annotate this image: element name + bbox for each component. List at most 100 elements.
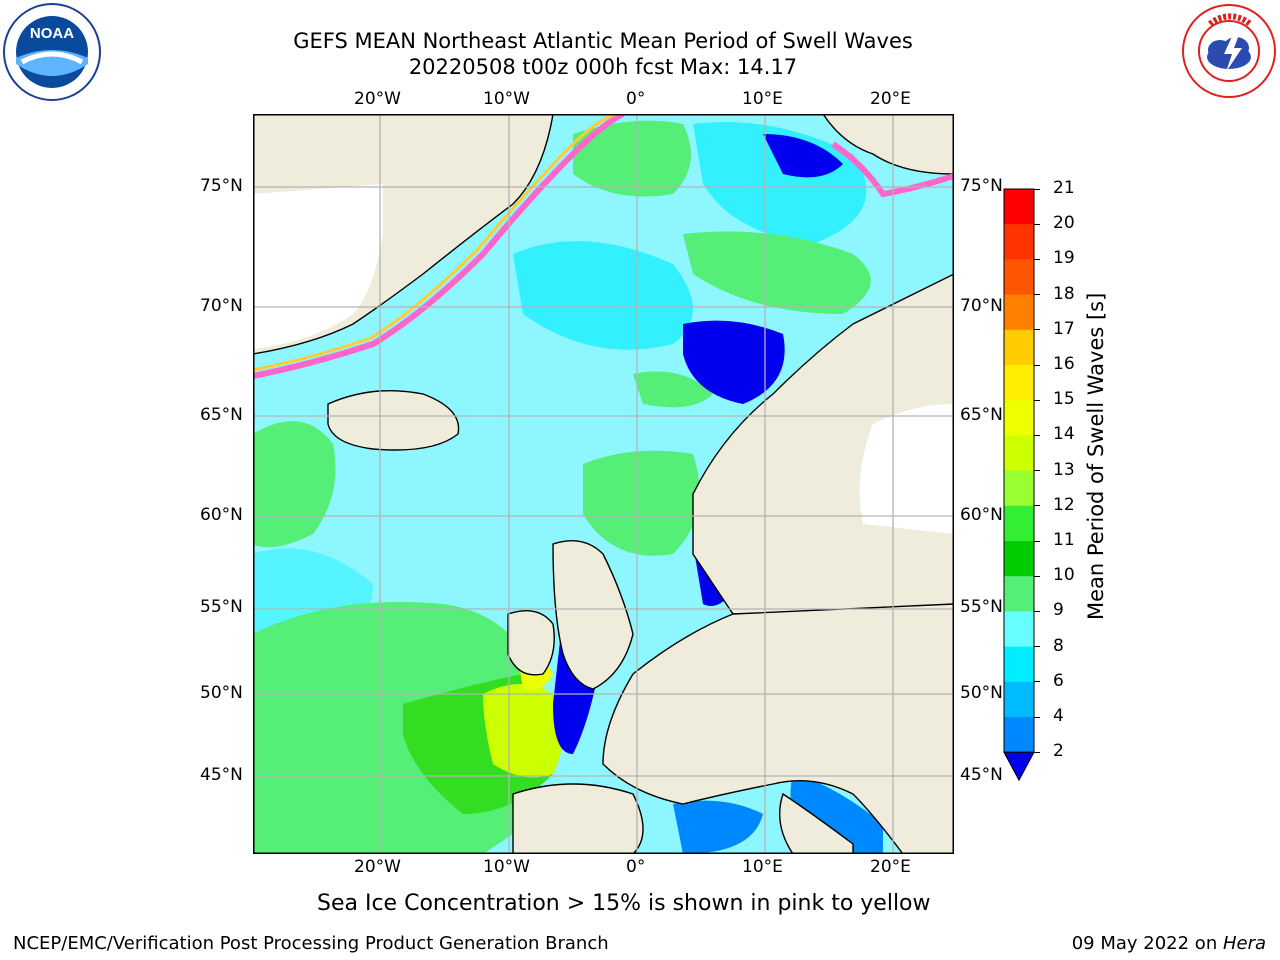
colorbar-label: 2 [1053,741,1064,762]
swell-green-barents [683,231,871,314]
swell-green-greenland-north [573,120,691,197]
land-greenland-ice-white [253,184,383,349]
sea-ice-edge-east-greenland-yellow [253,114,618,372]
colorbar-segment [1004,435,1034,472]
colorbar-segment [1004,470,1034,507]
colorbar-tick [1034,716,1040,718]
colorbar-tick [1034,470,1040,472]
colorbar-tick [1034,329,1040,331]
colorbar-label: 19 [1053,248,1075,269]
colorbar-tick [1034,505,1040,507]
colorbar-label: 17 [1053,318,1075,339]
lon-tick-bottom-10e: 10°E [742,857,783,877]
colorbar-segment [1004,329,1034,366]
land-scandinavia [692,273,954,615]
swell-cyan-north [513,241,693,350]
graticule [253,114,954,854]
colorbar-segment [1004,400,1034,436]
lat-tick-right-45n: 45°N [960,765,1003,785]
colorbar-label: 6 [1053,670,1064,691]
colorbar-tick [1034,681,1040,683]
lat-tick-left-70n: 70°N [200,296,243,316]
land-italy [778,792,854,854]
lat-tick-left-50n: 50°N [200,683,243,703]
colorbar-segment [1004,576,1034,612]
colorbar-segment [1004,224,1034,260]
colorbar-tick [1034,646,1040,648]
colorbar-segment [1004,294,1034,331]
lon-tick-top-10w: 10°W [483,89,530,109]
colorbar-tick [1034,540,1040,542]
colorbar-tick [1034,751,1040,753]
lon-tick-bottom-10w: 10°W [483,857,530,877]
land-iceland [327,390,460,451]
colorbar-segment [1004,646,1034,683]
lon-tick-bottom-20e: 20°E [870,857,911,877]
colorbar-tick [1034,434,1040,436]
noaa-logo-text: NOAA [30,25,74,42]
colorbar-label: 21 [1053,178,1075,198]
land-iberia [512,783,644,854]
sea-ice-edge-east-greenland [253,114,625,379]
lon-tick-bottom-0: 0° [626,857,646,877]
colorbar-label: 18 [1053,283,1075,304]
noaa-logo: NOAA [2,2,102,102]
colorbar-tick [1034,399,1040,401]
colorbar-label: 13 [1053,459,1075,480]
colorbar-tick [1034,294,1040,296]
footer-date-text: 09 May 2022 on [1071,933,1223,954]
swell-blue-med [673,800,763,854]
lat-tick-left-55n: 55°N [200,597,243,617]
lon-tick-top-20w: 20°W [354,89,401,109]
lat-tick-right-60n: 60°N [960,505,1003,525]
colorbar-tick [1034,364,1040,366]
lat-tick-right-75n: 75°N [960,176,1003,196]
land-great-britain [552,540,634,690]
colorbar-segment [1004,611,1034,648]
colorbar-label: 8 [1053,635,1064,656]
colorbar-segment [1004,189,1034,225]
colorbar-label: 12 [1053,494,1075,515]
colorbar-extend-arrow [1003,751,1035,782]
colorbar-label: 14 [1053,424,1075,445]
colorbar-label: 9 [1053,600,1064,621]
chart-title-line1: GEFS MEAN Northeast Atlantic Mean Period… [293,29,913,53]
map-frame [253,114,954,854]
lat-tick-right-65n: 65°N [960,405,1003,425]
colorbar-segment [1004,717,1034,753]
colorbar-segment [1004,541,1034,577]
swell-blue-barents-north [763,134,843,178]
swell-green-norwegian-sea [633,371,713,408]
sea-ice-edge-svalbard [831,141,954,198]
colorbar-tick [1034,188,1040,190]
colorbar-segment [1004,259,1034,296]
colorbar-label: 15 [1053,389,1075,410]
lon-tick-bottom-20w: 20°W [354,857,401,877]
colorbar-label: 20 [1053,213,1075,234]
colorbar-segment [1004,681,1034,718]
lon-tick-top-10e: 10°E [742,89,783,109]
lat-tick-left-75n: 75°N [200,176,243,196]
colorbar-tick [1034,610,1040,612]
map-panel [253,114,954,854]
colorbar-label: 16 [1053,354,1075,374]
footer-branch: NCEP/EMC/Verification Post Processing Pr… [13,933,609,954]
colorbar-label: 10 [1053,565,1075,586]
swell-green-north-sea [583,450,700,556]
colorbar-label: 11 [1053,530,1075,550]
lat-tick-right-50n: 50°N [960,683,1003,703]
colorbar-segment [1004,365,1034,401]
footer-date: 09 May 2022 on Hera [1072,933,1266,954]
colorbar-segment [1004,505,1034,542]
swell-blue-lofoten [683,320,785,404]
colorbar-tick [1034,575,1040,577]
land-bothnia-ice [859,404,954,534]
colorbar-label: 4 [1053,706,1064,726]
land-europe [602,603,954,854]
lat-tick-right-70n: 70°N [960,296,1003,316]
colorbar-tick [1034,258,1040,260]
colorbar-title: Mean Period of Swell Waves [s] [1084,292,1108,620]
nws-logo [1180,2,1278,100]
colorbar-tick [1034,223,1040,225]
lat-tick-left-45n: 45°N [200,765,243,785]
